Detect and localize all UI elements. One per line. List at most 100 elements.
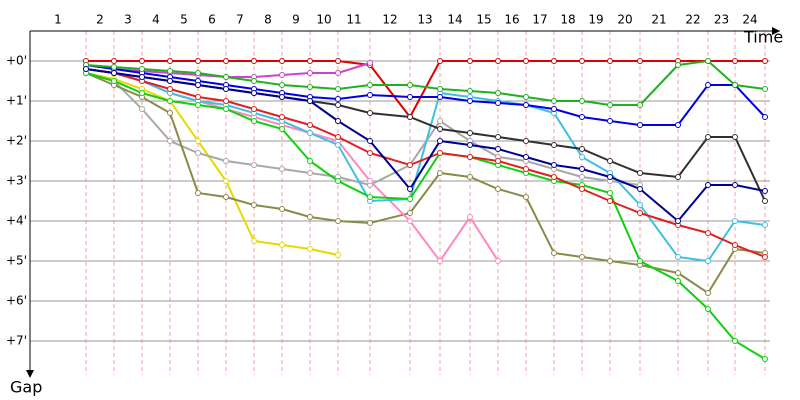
y-tick-label: +3'	[6, 174, 27, 188]
point	[307, 158, 313, 164]
point	[335, 70, 341, 76]
point	[437, 86, 443, 92]
point	[762, 58, 768, 64]
point	[195, 138, 201, 144]
point	[579, 174, 585, 180]
point	[367, 178, 373, 184]
point	[437, 126, 443, 132]
point	[637, 58, 643, 64]
point	[523, 154, 529, 160]
point	[437, 170, 443, 176]
point	[467, 214, 473, 220]
point	[495, 58, 501, 64]
point	[167, 86, 173, 92]
point	[523, 166, 529, 172]
lap-label: 14	[447, 13, 462, 27]
lap-label: 5	[180, 13, 188, 27]
x-axis-label: Time	[743, 28, 783, 47]
point	[437, 150, 443, 156]
point	[762, 254, 768, 260]
lap-label: 24	[742, 13, 757, 27]
point	[607, 158, 613, 164]
point	[307, 70, 313, 76]
point	[279, 82, 285, 88]
lap-label: 4	[152, 13, 160, 27]
point	[675, 174, 681, 180]
point	[251, 162, 257, 168]
lap-label: 15	[476, 13, 491, 27]
point	[335, 58, 341, 64]
y-tick-label: +4'	[6, 214, 27, 228]
point	[223, 74, 229, 80]
point	[467, 58, 473, 64]
point	[675, 122, 681, 128]
point	[279, 72, 285, 78]
point	[523, 138, 529, 144]
point	[579, 254, 585, 260]
lap-label: 21	[651, 13, 666, 27]
point	[335, 252, 341, 258]
point	[335, 134, 341, 140]
lap-label: 3	[124, 13, 132, 27]
point	[732, 182, 738, 188]
point	[279, 126, 285, 132]
point	[705, 230, 711, 236]
point	[762, 356, 768, 362]
point	[467, 88, 473, 94]
point	[579, 186, 585, 192]
point	[139, 74, 145, 80]
point	[467, 142, 473, 148]
point	[495, 100, 501, 106]
y-tick-label: +2'	[6, 134, 27, 148]
point	[523, 194, 529, 200]
point	[732, 58, 738, 64]
point	[195, 82, 201, 88]
point	[167, 68, 173, 74]
point	[111, 70, 117, 76]
grid	[30, 60, 770, 342]
point	[407, 186, 413, 192]
point	[437, 258, 443, 264]
point	[223, 58, 229, 64]
point	[551, 58, 557, 64]
point	[551, 174, 557, 180]
point	[637, 202, 643, 208]
point	[437, 138, 443, 144]
series-line	[85, 72, 339, 256]
point	[335, 178, 341, 184]
point	[495, 158, 501, 164]
point	[167, 78, 173, 84]
point	[251, 238, 257, 244]
point	[762, 222, 768, 228]
point	[279, 58, 285, 64]
point	[551, 142, 557, 148]
lap-label: 6	[208, 13, 216, 27]
point	[407, 196, 413, 202]
point	[251, 78, 257, 84]
point	[251, 58, 257, 64]
lap-label: 11	[346, 13, 361, 27]
point	[223, 194, 229, 200]
point	[762, 188, 768, 194]
y-tick-label: +0'	[6, 54, 27, 68]
point	[223, 158, 229, 164]
point	[167, 138, 173, 144]
point	[467, 154, 473, 160]
lap-label: 13	[417, 13, 432, 27]
point	[167, 58, 173, 64]
point	[637, 102, 643, 108]
series-line	[85, 72, 641, 187]
point	[195, 102, 201, 108]
point	[495, 258, 501, 264]
point	[407, 94, 413, 100]
point	[279, 242, 285, 248]
point	[607, 58, 613, 64]
point	[367, 194, 373, 200]
lap-label: 10	[316, 13, 331, 27]
point	[705, 290, 711, 296]
y-tick-label: +7'	[6, 334, 27, 348]
point	[335, 118, 341, 124]
point	[367, 138, 373, 144]
point	[367, 82, 373, 88]
point	[732, 218, 738, 224]
